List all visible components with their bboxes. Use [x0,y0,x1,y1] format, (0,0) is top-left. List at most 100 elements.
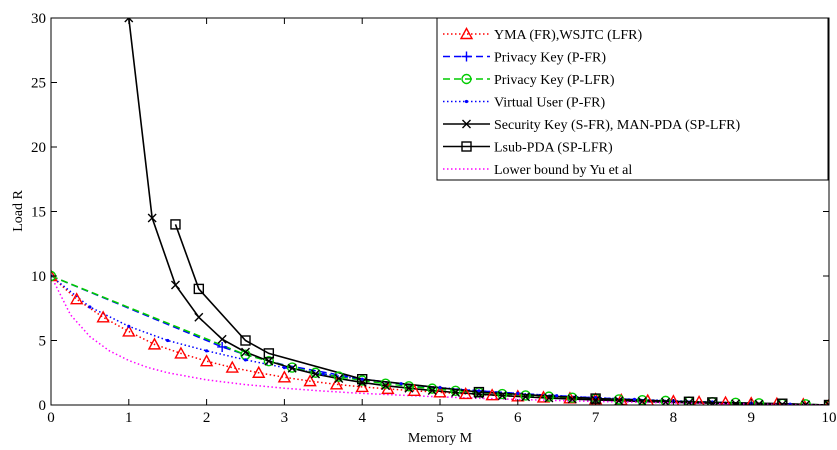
legend-label-3: Virtual User (P-FR) [494,96,605,111]
series-4-point [497,391,507,401]
series-4-point [404,383,414,393]
series-5-point [473,386,485,398]
x-tick-label: 4 [358,410,366,426]
series-5-point [263,348,275,359]
series-4-point [567,394,577,404]
series-4-point [777,399,787,405]
series-4-point [241,347,250,357]
series-line-5 [174,224,829,405]
series-2-point [263,355,275,367]
series-2-point [730,397,741,405]
legend-marker-4 [462,119,471,129]
series-4-point [731,399,741,405]
series-2-point [753,398,765,405]
y-tick-label: 25 [31,76,46,92]
series-2-point [497,388,508,400]
series-4-point [194,312,204,322]
x-tick-label: 3 [281,410,289,426]
y-tick-label: 0 [39,398,47,414]
series-0-point [96,310,110,323]
series-0-point [122,324,136,337]
series-2-point [310,367,321,378]
series-5-point [777,398,788,405]
series-2-point [800,399,811,405]
series-3-point [555,394,559,398]
legend-marker-2 [461,73,472,85]
series-4-point [170,280,180,290]
series-5-point [357,374,368,385]
series-4-point [521,392,531,402]
series-2-point [660,395,671,405]
y-tick-label: 15 [31,205,46,221]
series-4-point [357,377,367,387]
series-0-point [641,393,654,405]
series-4-point [147,213,157,223]
legend-label-4: Security Key (S-FR), MAN-PDA (SP-LFR) [494,118,741,133]
series-3-point [438,385,442,390]
legend-marker-5 [461,141,472,152]
x-tick-label: 1 [125,410,133,426]
series-3-point [321,372,325,376]
series-2-point [403,381,415,392]
series-5-point [193,283,205,295]
series-4-point [684,398,694,405]
legend-marker-3 [464,99,469,104]
x-tick-label: 7 [592,410,600,426]
series-0-point [433,385,447,398]
legend-label-5: Lsub-PDA (SP-LFR) [494,141,613,156]
series-5-point [170,219,181,230]
legend-marker-0 [459,27,474,40]
series-3-point [243,358,248,362]
x-tick-label: 8 [670,410,678,426]
series-line-6 [51,275,829,405]
x-tick-label: 2 [203,410,211,426]
y-axis-label: Load R [11,190,26,232]
y-tick-label: 30 [31,11,46,27]
series-0-point [720,395,731,405]
series-4-point [707,398,717,405]
series-0-point [485,388,499,401]
series-0-point [69,292,84,305]
series-0-point [252,365,266,378]
series-2-point [543,391,555,402]
series-2-point [450,385,461,397]
series-3-point [88,305,92,309]
series-0-point [174,346,188,359]
series-0-point [693,394,705,405]
series-4-point [754,399,764,405]
legend-label-1: Privacy Key (P-FR) [494,51,606,66]
legend-marker-1 [461,51,472,62]
series-2-point [613,394,625,405]
series-5-point [240,335,251,346]
series-4-point [124,18,134,23]
series-4-point [451,387,461,397]
legend: YMA (FR),WSJTC (LFR) Privacy Key (P-FR) Pr… [436,17,829,181]
series-2-point [520,390,531,401]
x-tick-label: 6 [514,410,522,426]
series-0-point [772,396,782,405]
series-3-point [399,382,403,386]
legend-label-6: Lower bound by Yu et al [494,163,632,178]
series-0-point [303,374,317,387]
series-4-point [824,400,829,405]
x-tick-label: 5 [436,410,444,426]
series-0-point [147,337,162,350]
series-4-point [217,334,227,344]
series-2-point [427,383,438,394]
series-3-point [477,389,481,393]
x-tick-label: 10 [822,410,837,426]
series-3-point [788,402,792,405]
series-4-point [544,393,554,403]
series-4-point [381,381,391,391]
series-0-point [536,390,551,403]
series-3-point [127,324,131,328]
series-4-point [287,363,297,373]
series-1-point [217,341,228,352]
series-3-point [360,377,364,381]
series-3-point [205,349,209,353]
x-axis-label: Memory M [408,431,473,445]
series-3-point [516,391,520,395]
x-tick-label: 9 [747,410,755,426]
